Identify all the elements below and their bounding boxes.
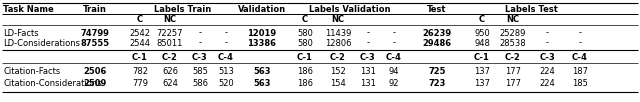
Text: -: -: [367, 28, 369, 38]
Text: C-4: C-4: [386, 54, 402, 63]
Text: C-3: C-3: [192, 54, 208, 63]
Text: 13386: 13386: [248, 38, 276, 48]
Text: -: -: [367, 38, 369, 48]
Text: 563: 563: [253, 79, 271, 88]
Text: 74799: 74799: [81, 28, 109, 38]
Text: 224: 224: [539, 79, 555, 88]
Text: -: -: [579, 38, 582, 48]
Text: 2542: 2542: [129, 28, 150, 38]
Text: C: C: [302, 16, 308, 24]
Text: 131: 131: [360, 68, 376, 76]
Text: 28538: 28538: [500, 38, 526, 48]
Text: C-2: C-2: [505, 54, 521, 63]
Text: -: -: [225, 28, 227, 38]
Text: C-2: C-2: [330, 54, 346, 63]
Text: 725: 725: [428, 68, 445, 76]
Text: Test: Test: [428, 4, 447, 13]
Text: 12806: 12806: [324, 38, 351, 48]
Text: 94: 94: [388, 68, 399, 76]
Text: 585: 585: [192, 68, 208, 76]
Text: 26239: 26239: [422, 28, 452, 38]
Text: 187: 187: [572, 68, 588, 76]
Text: 580: 580: [297, 28, 313, 38]
Text: 186: 186: [297, 68, 313, 76]
Text: Citation-Considerations: Citation-Considerations: [3, 79, 102, 88]
Text: Labels Test: Labels Test: [504, 4, 557, 13]
Text: 586: 586: [192, 79, 208, 88]
Text: -: -: [198, 38, 202, 48]
Text: 2544: 2544: [129, 38, 150, 48]
Text: 782: 782: [132, 68, 148, 76]
Text: 624: 624: [162, 79, 178, 88]
Text: 580: 580: [297, 38, 313, 48]
Text: 12019: 12019: [248, 28, 276, 38]
Text: 131: 131: [360, 79, 376, 88]
Text: C-3: C-3: [539, 54, 555, 63]
Text: C-4: C-4: [218, 54, 234, 63]
Text: Labels Train: Labels Train: [154, 4, 212, 13]
Text: 11439: 11439: [325, 28, 351, 38]
Text: 92: 92: [388, 79, 399, 88]
Text: 513: 513: [218, 68, 234, 76]
Text: -: -: [392, 28, 396, 38]
Text: 2506: 2506: [83, 68, 107, 76]
Text: LD-Considerations: LD-Considerations: [3, 38, 80, 48]
Text: -: -: [198, 28, 202, 38]
Text: -: -: [545, 28, 548, 38]
Text: 177: 177: [505, 79, 521, 88]
Text: Validation: Validation: [238, 4, 286, 13]
Text: 626: 626: [162, 68, 178, 76]
Text: C-1: C-1: [297, 54, 313, 63]
Text: 779: 779: [132, 79, 148, 88]
Text: Task Name: Task Name: [3, 4, 54, 13]
Text: 137: 137: [474, 68, 490, 76]
Text: -: -: [579, 28, 582, 38]
Text: 563: 563: [253, 68, 271, 76]
Text: 948: 948: [474, 38, 490, 48]
Text: 72257: 72257: [157, 28, 183, 38]
Text: 723: 723: [428, 79, 445, 88]
Text: 224: 224: [539, 68, 555, 76]
Text: C: C: [479, 16, 485, 24]
Text: NC: NC: [332, 16, 344, 24]
Text: -: -: [545, 38, 548, 48]
Text: Train: Train: [83, 4, 107, 13]
Text: 152: 152: [330, 68, 346, 76]
Text: NC: NC: [506, 16, 520, 24]
Text: 137: 137: [474, 79, 490, 88]
Text: 950: 950: [474, 28, 490, 38]
Text: 177: 177: [505, 68, 521, 76]
Text: Labels Validation: Labels Validation: [308, 4, 390, 13]
Text: 154: 154: [330, 79, 346, 88]
Text: C-1: C-1: [474, 54, 490, 63]
Text: 186: 186: [297, 79, 313, 88]
Text: 29486: 29486: [422, 38, 452, 48]
Text: 2509: 2509: [83, 79, 107, 88]
Text: -: -: [392, 38, 396, 48]
Text: C-2: C-2: [162, 54, 178, 63]
Text: 87555: 87555: [81, 38, 109, 48]
Text: 85011: 85011: [157, 38, 183, 48]
Text: C-4: C-4: [572, 54, 588, 63]
Text: C-1: C-1: [132, 54, 148, 63]
Text: C-3: C-3: [360, 54, 376, 63]
Text: NC: NC: [163, 16, 177, 24]
Text: 25289: 25289: [500, 28, 526, 38]
Text: 185: 185: [572, 79, 588, 88]
Text: Citation-Facts: Citation-Facts: [3, 68, 60, 76]
Text: LD-Facts: LD-Facts: [3, 28, 38, 38]
Text: C: C: [137, 16, 143, 24]
Text: -: -: [225, 38, 227, 48]
Text: 520: 520: [218, 79, 234, 88]
